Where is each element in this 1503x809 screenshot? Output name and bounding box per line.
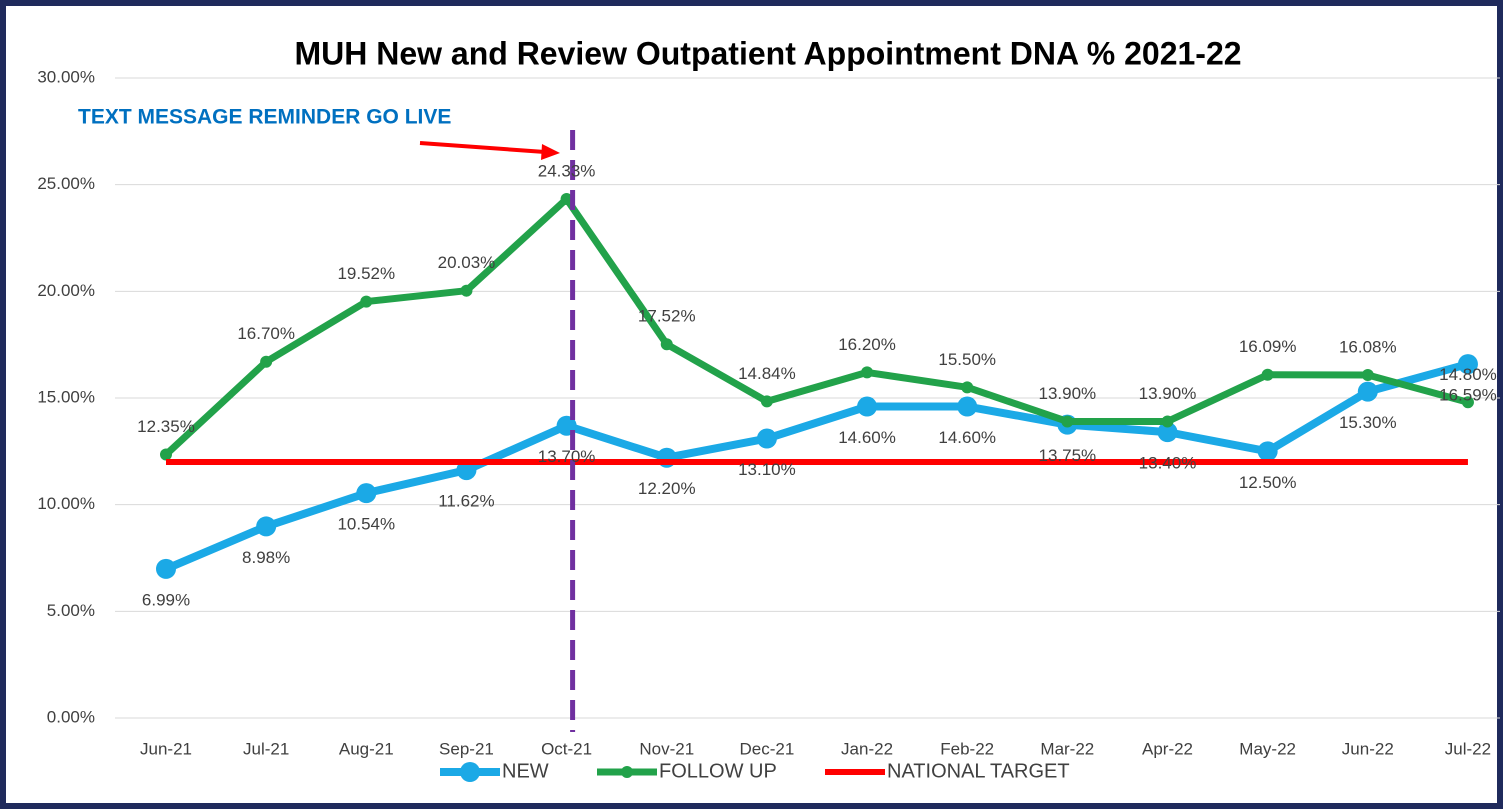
data-label: 15.30% (1339, 413, 1397, 432)
marker (1261, 368, 1274, 381)
data-label: 8.98% (242, 548, 290, 567)
x-tick-label: Jun-22 (1342, 739, 1394, 758)
data-label: 16.70% (237, 324, 295, 343)
annotation-text: TEXT MESSAGE REMINDER GO LIVE (78, 106, 451, 129)
x-tick-label: Aug-21 (339, 739, 394, 758)
marker (1461, 396, 1474, 409)
data-label: 13.75% (1039, 446, 1097, 465)
y-tick-label: 10.00% (37, 494, 95, 513)
x-tick-label: Jul-22 (1445, 739, 1491, 758)
x-tick-label: Jul-21 (243, 739, 289, 758)
marker (1061, 415, 1074, 428)
legend-marker (460, 762, 480, 782)
annotation-arrowhead (541, 144, 560, 160)
data-label: 14.60% (938, 428, 996, 447)
x-tick-label: Feb-22 (940, 739, 994, 758)
marker (1161, 415, 1174, 428)
x-tick-label: Dec-21 (739, 739, 794, 758)
data-label: 10.54% (337, 515, 395, 534)
marker (456, 460, 477, 481)
marker (260, 355, 273, 368)
data-label: 16.08% (1339, 337, 1397, 356)
y-tick-label: 5.00% (47, 601, 95, 620)
y-tick-label: 15.00% (37, 387, 95, 406)
marker (961, 381, 974, 394)
marker (1157, 422, 1178, 443)
data-label: 20.03% (438, 253, 496, 272)
x-tick-label: Sep-21 (439, 739, 494, 758)
marker (1361, 368, 1374, 381)
legend-label: FOLLOW UP (659, 760, 777, 782)
data-label: 12.50% (1239, 473, 1297, 492)
data-label: 14.80% (1439, 365, 1497, 384)
marker (1357, 381, 1378, 402)
data-label: 11.62% (438, 492, 494, 511)
marker (360, 295, 373, 308)
y-tick-label: 20.00% (37, 281, 95, 300)
marker (861, 366, 874, 379)
x-tick-label: Mar-22 (1040, 739, 1094, 758)
marker (156, 558, 176, 579)
data-label: 17.52% (638, 307, 696, 326)
y-tick-label: 25.00% (37, 174, 95, 193)
marker (1457, 354, 1478, 375)
data-label: 14.60% (838, 428, 896, 447)
data-label: 13.40% (1139, 454, 1197, 473)
legend-label: NEW (502, 760, 549, 782)
y-tick-label: 0.00% (47, 707, 95, 726)
data-label: 19.52% (337, 264, 395, 283)
data-label: 16.59% (1439, 386, 1497, 405)
marker (957, 396, 978, 417)
data-label: 12.35% (137, 417, 195, 436)
data-label: 24.33% (538, 161, 596, 180)
marker (1257, 441, 1278, 462)
annotation-arrow (419, 141, 546, 154)
x-tick-label: Apr-22 (1142, 739, 1193, 758)
data-label: 13.90% (1139, 384, 1197, 403)
marker (160, 448, 172, 461)
series-line (163, 195, 1469, 458)
y-tick-label: 30.00% (37, 67, 95, 86)
x-tick-label: Jan-22 (841, 739, 893, 758)
x-tick-label: May-22 (1239, 739, 1296, 758)
data-label: 15.50% (938, 350, 996, 369)
marker (356, 483, 377, 504)
x-tick-label: Oct-21 (541, 739, 592, 758)
x-tick-label: Nov-21 (639, 739, 694, 758)
marker (256, 516, 277, 537)
data-label: 16.20% (838, 335, 896, 354)
data-label: 16.09% (1239, 337, 1297, 356)
series-line (164, 360, 1470, 573)
marker (460, 284, 473, 297)
legend-marker (621, 766, 633, 778)
marker (756, 428, 777, 449)
data-label: 6.99% (142, 590, 190, 609)
data-label: 13.10% (738, 460, 796, 479)
chart-title: MUH New and Review Outpatient Appointmen… (294, 35, 1241, 71)
legend-label: NATIONAL TARGET (887, 760, 1070, 782)
data-label: 14.84% (738, 364, 796, 383)
marker (560, 192, 573, 205)
marker (857, 396, 878, 417)
x-tick-label: Jun-21 (140, 739, 192, 758)
marker (760, 395, 773, 408)
data-label: 13.70% (538, 447, 596, 466)
marker (660, 338, 673, 351)
data-label: 12.20% (638, 479, 696, 498)
data-label: 13.90% (1039, 384, 1097, 403)
